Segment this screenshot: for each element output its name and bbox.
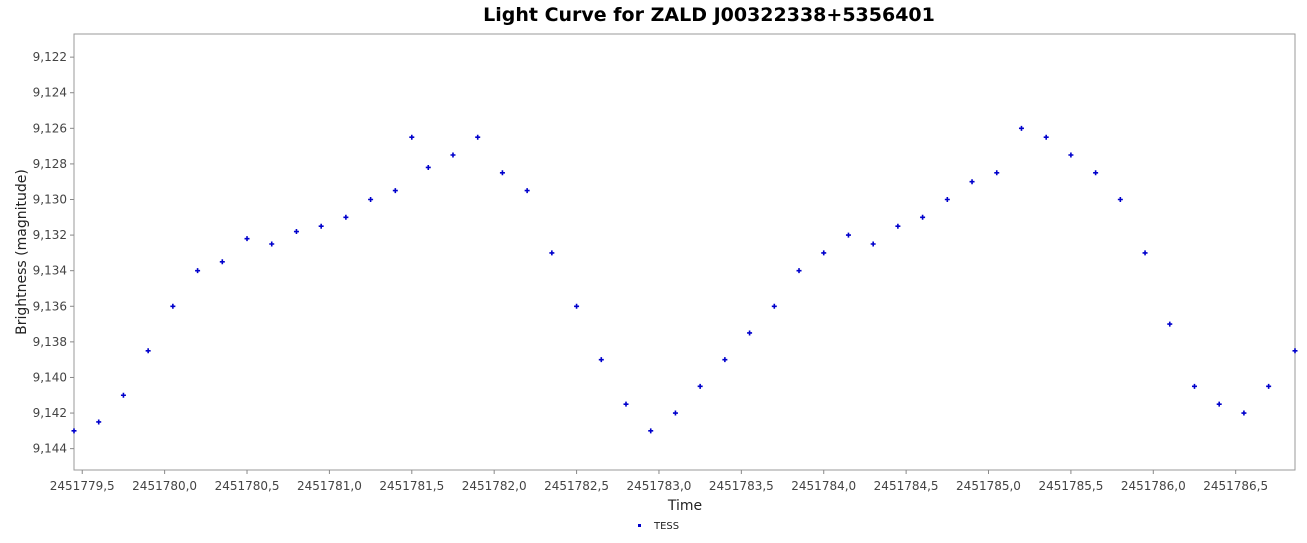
x-tick-label: 2451783,5 [709, 479, 774, 493]
data-point [499, 170, 505, 176]
y-tick-label: 9,142 [33, 406, 67, 420]
x-axis-label: Time [667, 498, 702, 514]
x-tick-label: 2451785,0 [956, 479, 1021, 493]
data-point [96, 419, 102, 425]
data-point [170, 303, 176, 309]
data-point [425, 164, 431, 170]
data-point [574, 303, 580, 309]
data-point [524, 188, 530, 194]
data-point [409, 134, 415, 140]
data-point [672, 410, 678, 416]
y-tick-label: 9,138 [33, 335, 67, 349]
data-point [318, 223, 324, 229]
data-point [293, 229, 299, 235]
x-tick-label: 2451785,5 [1038, 479, 1103, 493]
y-tick-label: 9,124 [33, 86, 67, 100]
y-tick-label: 9,140 [33, 370, 67, 384]
data-point [623, 401, 629, 407]
data-point [1068, 152, 1074, 158]
data-point [697, 383, 703, 389]
x-tick-label: 2451782,0 [462, 479, 527, 493]
data-point [1043, 134, 1049, 140]
data-point [343, 214, 349, 220]
data-point [747, 330, 753, 336]
y-tick-label: 9,126 [33, 121, 67, 135]
data-point [845, 232, 851, 238]
x-tick-label: 2451780,5 [215, 479, 280, 493]
data-point [450, 152, 456, 158]
axis-ticks: 2451779,5 2451780,0 2451780,5 2451781,0 2451… [33, 50, 1268, 493]
x-tick-label: 2451786,0 [1121, 479, 1186, 493]
data-point [269, 241, 275, 247]
data-point [944, 197, 950, 203]
data-point [392, 188, 398, 194]
data-points [71, 125, 1298, 434]
legend-marker [638, 524, 641, 527]
data-point [895, 223, 901, 229]
y-tick-label: 9,144 [33, 442, 67, 456]
x-tick-label: 2451782,5 [544, 479, 609, 493]
data-point [994, 170, 1000, 176]
chart-title: Light Curve for ZALD J00322338+5356401 [483, 4, 935, 26]
data-point [1292, 348, 1298, 354]
y-tick-label: 9,132 [33, 228, 67, 242]
data-point [1241, 410, 1247, 416]
data-point [1266, 383, 1272, 389]
legend-label: TESS [653, 521, 679, 532]
data-point [821, 250, 827, 256]
data-point [244, 236, 250, 242]
data-point [722, 357, 728, 363]
data-point [648, 428, 654, 434]
data-point [796, 268, 802, 274]
data-point [598, 357, 604, 363]
data-point [145, 348, 151, 354]
x-tick-label: 2451786,5 [1203, 479, 1268, 493]
data-point [71, 428, 77, 434]
data-point [1191, 383, 1197, 389]
y-axis-label: Brightness (magnitude) [14, 169, 30, 335]
plot-area [73, 33, 1296, 471]
data-point [920, 214, 926, 220]
data-point [771, 303, 777, 309]
data-point [1117, 197, 1123, 203]
x-tick-label: 2451781,0 [297, 479, 362, 493]
y-tick-label: 9,130 [33, 193, 67, 207]
data-point [120, 392, 126, 398]
data-point [475, 134, 481, 140]
data-point [1142, 250, 1148, 256]
x-tick-label: 2451781,5 [379, 479, 444, 493]
data-point [870, 241, 876, 247]
data-point [1018, 125, 1024, 131]
y-tick-label: 9,134 [33, 264, 67, 278]
y-tick-label: 9,128 [33, 157, 67, 171]
data-point [368, 197, 374, 203]
data-point [1093, 170, 1099, 176]
x-tick-label: 2451779,5 [50, 479, 115, 493]
x-tick-label: 2451784,5 [874, 479, 939, 493]
data-point [969, 179, 975, 185]
data-point [195, 268, 201, 274]
data-point [219, 259, 225, 265]
y-tick-label: 9,122 [33, 50, 67, 64]
data-point [1167, 321, 1173, 327]
x-tick-label: 2451784,0 [791, 479, 856, 493]
data-point [1216, 401, 1222, 407]
x-tick-label: 2451780,0 [132, 479, 197, 493]
data-point [549, 250, 555, 256]
y-tick-label: 9,136 [33, 299, 67, 313]
x-tick-label: 2451783,0 [627, 479, 692, 493]
